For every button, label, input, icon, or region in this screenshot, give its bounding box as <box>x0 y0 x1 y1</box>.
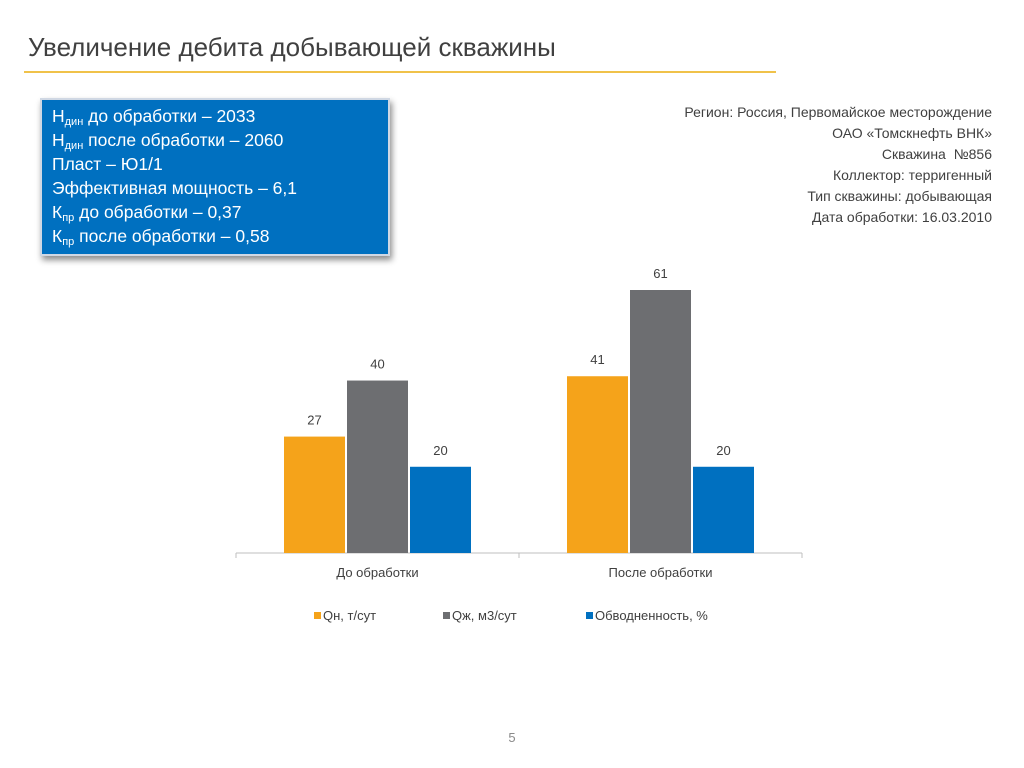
page-number: 5 <box>508 730 516 745</box>
bar-0-1 <box>347 380 408 553</box>
meta-company: ОАО «Томскнефть ВНК» <box>832 125 992 141</box>
meta-well-number: Скважина №856 <box>881 146 992 162</box>
data-label: 61 <box>653 266 667 281</box>
info-line-productivity-before: Кпр до обработки – 0,37 <box>52 202 242 224</box>
legend-swatch <box>314 612 321 619</box>
title-rule <box>24 71 776 73</box>
data-label: 20 <box>716 443 730 458</box>
bar-1-0 <box>567 376 628 553</box>
well-parameters-box: Ндин до обработки – 2033 Ндин после обра… <box>40 98 390 256</box>
data-label: 20 <box>433 443 447 458</box>
meta-well-type: Тип скважины: добывающая <box>807 188 992 204</box>
data-label: 41 <box>590 352 604 367</box>
category-label: После обработки <box>609 565 713 580</box>
meta-reservoir: Коллектор: терригенный <box>832 167 992 183</box>
legend-swatch <box>443 612 450 619</box>
info-line-dyn-level-before: Ндин до обработки – 2033 <box>52 106 256 128</box>
info-line-effective-thickness: Эффективная мощность – 6,1 <box>52 178 298 198</box>
info-line-productivity-after: Кпр после обработки – 0,58 <box>52 226 270 248</box>
bar-1-2 <box>693 466 754 553</box>
slide-title: Увеличение дебита добывающей скважины <box>28 32 556 62</box>
category-label: До обработки <box>336 565 418 580</box>
info-line-formation: Пласт – Ю1/1 <box>52 154 163 174</box>
legend-label: Qн, т/сут <box>323 608 376 623</box>
well-metadata: Регион: Россия, Первомайское месторожден… <box>572 102 992 228</box>
bar-0-0 <box>284 436 345 553</box>
meta-region: Регион: Россия, Первомайское месторожден… <box>684 104 992 120</box>
legend-label: Qж, м3/сут <box>452 608 517 623</box>
bar-1-1 <box>630 290 691 553</box>
data-label: 27 <box>307 413 321 428</box>
meta-treatment-date: Дата обработки: 16.03.2010 <box>812 209 992 225</box>
bar-0-2 <box>410 466 471 553</box>
legend-label: Обводненность, % <box>595 608 708 623</box>
data-label: 40 <box>370 357 384 372</box>
info-line-dyn-level-after: Ндин после обработки – 2060 <box>52 130 284 152</box>
legend-swatch <box>586 612 593 619</box>
